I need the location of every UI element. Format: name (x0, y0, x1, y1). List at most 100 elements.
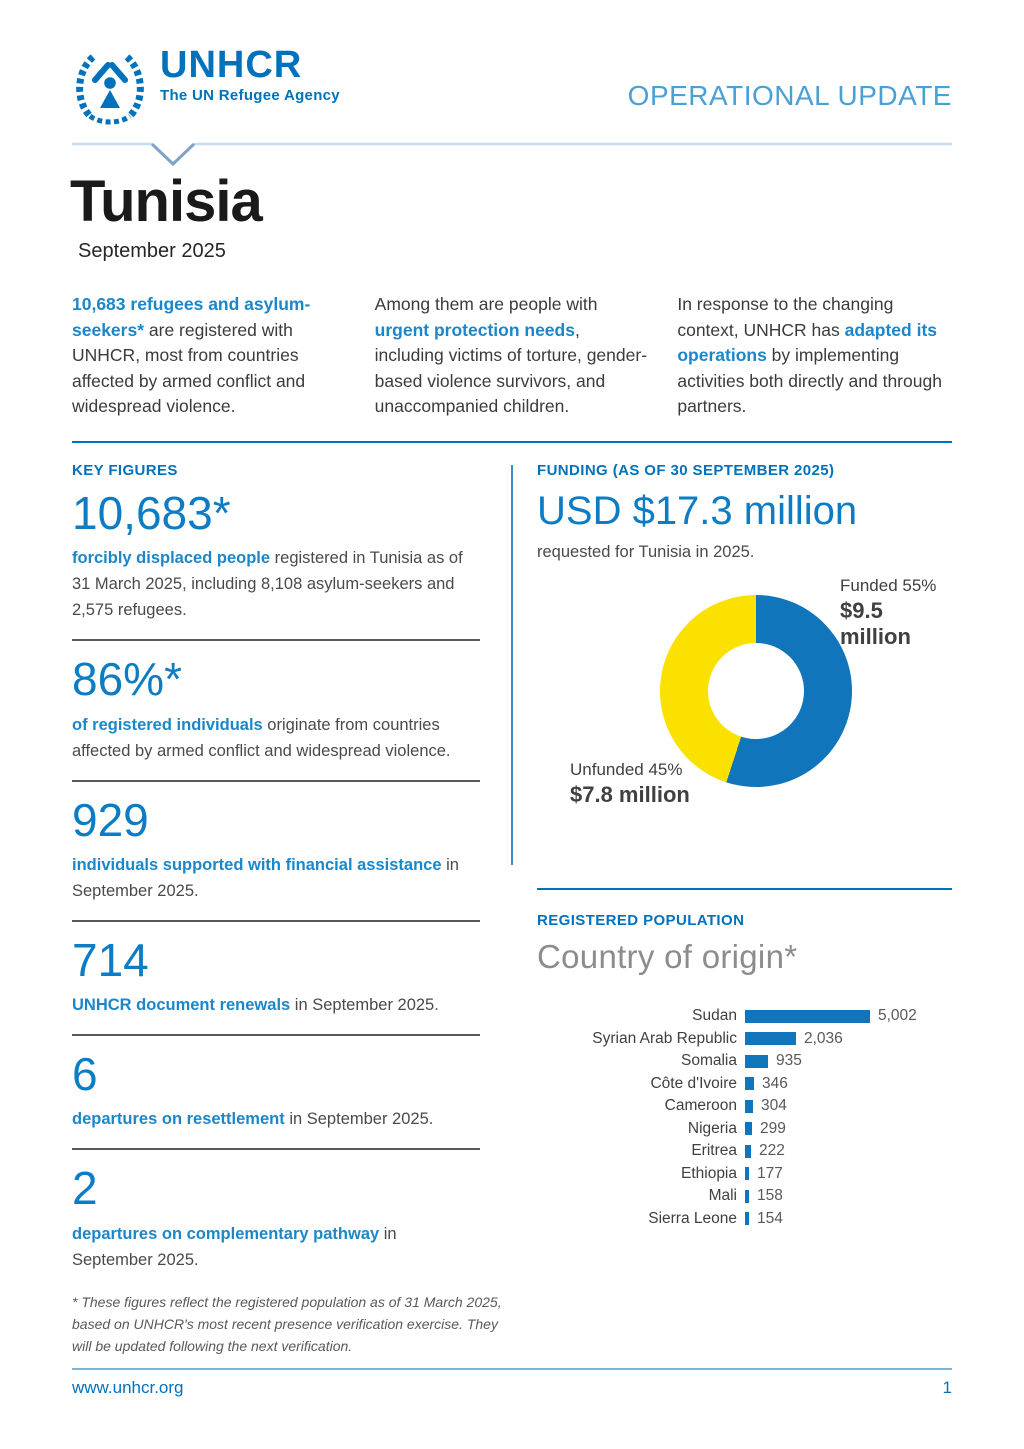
bar (745, 1054, 768, 1068)
bar-row: Nigeria 299 (537, 1118, 952, 1141)
key-figure-value: 2 (72, 1162, 98, 1215)
funded-amount: $9.5 million (840, 598, 911, 649)
key-figure-divider (72, 779, 480, 782)
key-figure-value: 10,683* (72, 487, 231, 539)
bar-value-label: 346 (762, 1074, 788, 1092)
key-figure-value: 929 (72, 793, 149, 846)
funded-callout: Funded 55% $9.5 million (840, 576, 952, 650)
bar (745, 1212, 749, 1226)
key-figure-lead-text: UNHCR document renewals (72, 996, 291, 1015)
key-figure-divider (72, 1034, 480, 1037)
bar-country-label: Mali (708, 1187, 737, 1205)
bar-value-label: 2,036 (804, 1029, 843, 1047)
intro-columns: 10,683 refugees and asylum-seekers* are … (72, 292, 952, 420)
right-column: FUNDING (AS OF 30 SEPTEMBER 2025) USD $1… (537, 462, 952, 1382)
unfunded-callout: Unfunded 45% $7.8 million (570, 760, 690, 808)
logo-name: UNHCR (160, 44, 303, 86)
bar-country-label: Ethiopia (680, 1164, 737, 1182)
unhcr-wordmark: UNHCR The UN Refugee Agency (160, 46, 340, 104)
footer-url-link[interactable]: www.unhcr.org (72, 1378, 184, 1397)
bar-country-label: Syrian Arab Republic (592, 1029, 737, 1047)
bar-row: Eritrea 222 (537, 1140, 952, 1163)
report-period: September 2025 (78, 240, 226, 262)
intro-text: , including victims of torture, gender-b… (374, 319, 648, 417)
bar-value-label: 158 (757, 1187, 783, 1205)
intro-text: are registered with UNHCR, most from cou… (72, 319, 306, 417)
key-figure-description: departures on complementary pathway in S… (72, 1224, 397, 1269)
bar-row: Ethiopia 177 (537, 1163, 952, 1186)
unhcr-logo: UNHCR The UN Refugee Agency (70, 46, 340, 128)
funding-heading: FUNDING (AS OF 30 SEPTEMBER 2025) (537, 462, 835, 479)
bar-row: Somalia 935 (537, 1050, 952, 1073)
bar-country-label: Cameroon (664, 1097, 737, 1115)
page-title: Tunisia (70, 169, 263, 234)
key-figure-divider (72, 919, 480, 922)
bar-country-label: Côte d'Ivoire (650, 1074, 737, 1092)
key-figure-lead-text: forcibly displaced people (72, 549, 271, 568)
bar-value-label: 935 (776, 1052, 802, 1070)
key-figures-heading: KEY FIGURES (72, 462, 178, 479)
bar (745, 1009, 870, 1023)
bar-country-label: Sudan (692, 1007, 737, 1025)
footer-divider (72, 1368, 952, 1370)
population-heading: REGISTERED POPULATION (537, 912, 745, 929)
intro-paragraph: 10,683 refugees and asylum-seekers* are … (72, 292, 347, 420)
key-figures-list: 10,683* forcibly displaced people registe… (72, 489, 480, 1273)
bar-country-label: Sierra Leone (648, 1209, 737, 1227)
bar-row: Côte d'Ivoire 346 (537, 1073, 952, 1096)
key-figure-value: 714 (72, 933, 149, 986)
donut-hole (708, 643, 804, 739)
key-figure-lead-text: departures on resettlement (72, 1110, 285, 1129)
funding-subtitle: requested for Tunisia in 2025. (537, 543, 755, 561)
bar (745, 1099, 753, 1113)
bar-country-label: Somalia (681, 1052, 737, 1070)
bar-value-label: 299 (760, 1119, 786, 1137)
intro-paragraph: Among them are people with urgent protec… (375, 292, 650, 420)
bar-value-label: 154 (757, 1209, 783, 1227)
population-title: Country of origin* (537, 938, 798, 975)
intro-link-text[interactable]: 10,683 refugees and asylum-seekers* (72, 294, 311, 340)
bar-value-label: 222 (759, 1142, 785, 1160)
funding-donut-chart: Funded 55% $9.5 million Unfunded 45% $7.… (537, 560, 952, 890)
logo-tagline: The UN Refugee Agency (160, 87, 340, 104)
bar-row: Sudan 5,002 (537, 1005, 952, 1028)
key-figure-description: of registered individuals originate from… (72, 715, 451, 760)
bar-value-label: 5,002 (878, 1007, 917, 1025)
bar-row: Cameroon 304 (537, 1095, 952, 1118)
bar (745, 1167, 749, 1181)
intro-link-text[interactable]: urgent protection needs (374, 319, 575, 340)
intro-link-text[interactable]: adapted its operations (677, 319, 938, 366)
bar (745, 1077, 754, 1091)
section-divider (72, 441, 952, 443)
intro-text: Among them are people with (374, 294, 598, 314)
intro-text: In response to the changing context, UNH… (677, 294, 894, 340)
page-number: 1 (942, 1378, 952, 1397)
key-figure-description: departures on resettlement in September … (72, 1110, 434, 1129)
key-figure-lead-text: of registered individuals (72, 715, 263, 734)
unfunded-amount: $7.8 million (570, 782, 690, 807)
key-figure-description: UNHCR document renewals in September 202… (72, 996, 439, 1015)
chevron-divider (72, 142, 952, 167)
vertical-divider (511, 465, 513, 865)
key-figure-description: individuals supported with financial ass… (72, 855, 459, 900)
funding-amount: USD $17.3 million (537, 489, 858, 533)
bar (745, 1032, 796, 1046)
bar (745, 1122, 752, 1136)
key-figure-lead-text: individuals supported with financial ass… (72, 855, 442, 874)
population-divider (537, 888, 952, 890)
intro-paragraph: In response to the changing context, UNH… (677, 292, 952, 420)
bar-country-label: Nigeria (687, 1119, 737, 1137)
key-figure-value: 6 (72, 1048, 98, 1101)
key-figure-lead-text: departures on complementary pathway (72, 1224, 380, 1243)
bar-value-label: 177 (757, 1164, 783, 1182)
funded-label: Funded 55% (840, 576, 937, 595)
intro-text: by implementing activities both directly… (677, 345, 942, 416)
bar (745, 1144, 751, 1158)
bar-row: Syrian Arab Republic 2,036 (537, 1028, 952, 1051)
bar-value-label: 304 (761, 1097, 787, 1115)
bar (745, 1189, 749, 1203)
unfunded-label: Unfunded 45% (570, 760, 683, 779)
footnote: * These figures reflect the registered p… (72, 1293, 502, 1354)
document-type-title: OPERATIONAL UPDATE (627, 80, 952, 111)
